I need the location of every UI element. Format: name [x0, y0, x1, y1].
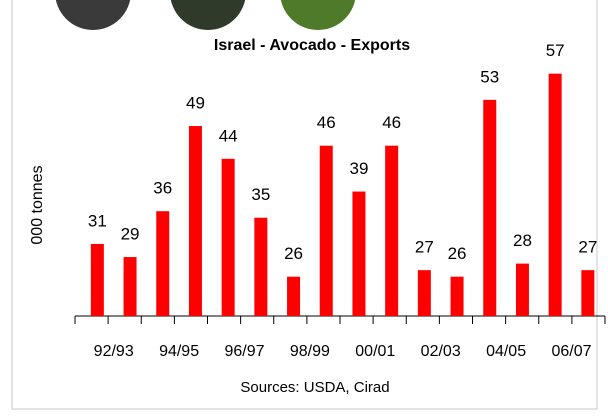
value-label: 57	[546, 41, 565, 60]
value-label: 26	[284, 244, 303, 263]
value-label: 35	[251, 185, 270, 204]
bar	[515, 263, 529, 316]
source-note: Sources: USDA, Cirad	[240, 379, 389, 396]
bar	[123, 257, 137, 316]
bar	[581, 270, 595, 316]
value-label: 46	[382, 113, 401, 132]
x-tick-label: 02/03	[421, 343, 461, 360]
x-tick-label: 94/95	[159, 343, 199, 360]
bar	[254, 217, 268, 316]
value-label: 36	[153, 179, 172, 198]
bar	[483, 99, 497, 316]
value-label: 53	[480, 67, 499, 86]
value-label: 26	[448, 244, 467, 263]
x-tick-label: 04/05	[486, 343, 526, 360]
chart-title: Israel - Avocado - Exports	[214, 37, 410, 54]
value-label: 44	[219, 126, 238, 145]
value-label: 27	[578, 238, 597, 257]
value-label: 39	[349, 159, 368, 178]
bar	[548, 73, 562, 317]
avocado-image	[170, 0, 246, 30]
x-tick-label: 98/99	[290, 343, 330, 360]
y-axis-label: 000 tonnes	[29, 165, 46, 244]
bar	[221, 158, 235, 316]
bar	[188, 126, 202, 316]
x-tick-label: 92/93	[94, 343, 134, 360]
bar	[287, 276, 301, 316]
bar	[450, 276, 464, 316]
value-label: 28	[513, 231, 532, 250]
x-tick-label: 96/97	[224, 343, 264, 360]
x-tick-label: 00/01	[355, 343, 395, 360]
avocado-image	[280, 0, 356, 30]
value-label: 46	[317, 113, 336, 132]
x-tick-label: 06/07	[551, 343, 591, 360]
value-label: 31	[88, 211, 107, 230]
avocado-image	[55, 0, 131, 30]
bar	[417, 270, 431, 316]
value-label: 49	[186, 94, 205, 113]
value-label: 27	[415, 238, 434, 257]
bar	[352, 191, 366, 316]
value-label: 29	[121, 225, 140, 244]
bar	[319, 145, 333, 316]
bar	[90, 243, 104, 316]
bar	[156, 211, 170, 316]
frame	[11, 0, 598, 410]
bar	[385, 145, 399, 316]
